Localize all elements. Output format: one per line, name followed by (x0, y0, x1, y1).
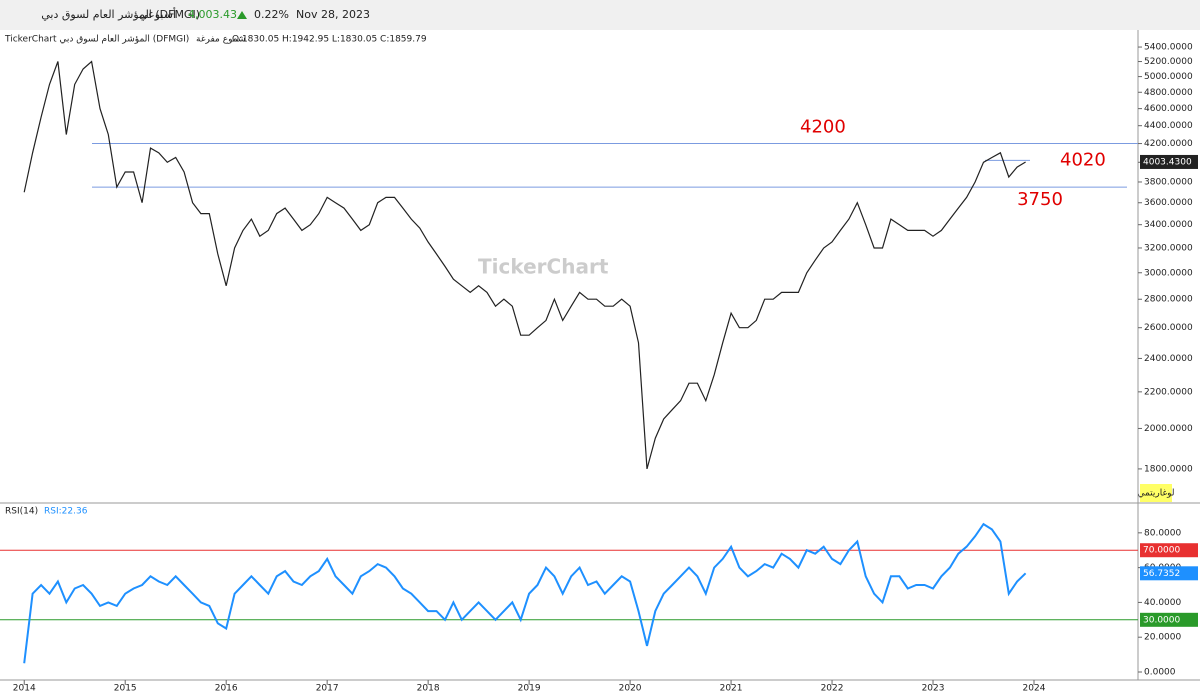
series-line (23, 60, 1026, 470)
y-tick-label: 5000.0000 (1144, 72, 1193, 82)
x-tick-label: 2023 (922, 684, 945, 694)
x-tick-label: 2016 (215, 684, 238, 694)
x-tick-label: 2021 (720, 684, 743, 694)
header-bar (0, 0, 1200, 30)
y-tick-label: 5400.0000 (1144, 43, 1193, 53)
series-line (23, 522, 1027, 664)
last-price-label: 4003.4300 (1143, 157, 1192, 167)
y-tick-label: 2200.0000 (1144, 387, 1193, 397)
y-tick-label: 4800.0000 (1144, 88, 1193, 98)
y-tick-label: 1800.0000 (1144, 464, 1193, 474)
x-tick-label: 2015 (114, 684, 137, 694)
level-label: 4020 (1060, 149, 1106, 170)
watermark: TickerChart (478, 255, 609, 279)
x-tick-label: 2017 (316, 684, 339, 694)
level-box (1140, 612, 1198, 627)
y-tick-label: 2600.0000 (1144, 323, 1193, 333)
x-tick-label: 2024 (1023, 684, 1046, 694)
price: 4,003.43 (188, 8, 237, 21)
y-tick-label: 3000.0000 (1144, 268, 1193, 278)
last-value-label: 56.7352 (1143, 569, 1180, 579)
level-label: 4200 (800, 117, 846, 138)
panel-subtitle: RSI:22.36 (44, 507, 88, 517)
up-arrow (237, 11, 247, 19)
style: شموع مفرغة (196, 35, 246, 45)
ohlc: O:1830.05 H:1942.95 L:1830.05 C:1859.79 (232, 35, 427, 45)
y-tick-label: 2800.0000 (1144, 295, 1193, 305)
last-price-box (1140, 154, 1198, 169)
x-tick-label: 2022 (821, 684, 844, 694)
y-tick-label: 3600.0000 (1144, 198, 1193, 208)
level-label: 70.0000 (1143, 546, 1180, 556)
y-tick-label: 40.0000 (1144, 598, 1181, 608)
x-tick-label: 2018 (417, 684, 440, 694)
level-label: 3750 (1017, 189, 1063, 210)
x-tick-label: 2014 (13, 684, 36, 694)
scale-mode: لوغاريتمي (1137, 489, 1174, 499)
last-value-box (1140, 566, 1198, 581)
y-tick-label: 80.0000 (1144, 528, 1181, 538)
symbol: المؤشر العام لسوق دبي (DFMGI) (41, 8, 200, 21)
y-tick-label: 4400.0000 (1144, 121, 1193, 131)
date: Nov 28, 2023 (296, 8, 370, 21)
y-tick-label: 3200.0000 (1144, 243, 1193, 253)
y-tick-label: 20.0000 (1144, 633, 1181, 643)
x-tick-label: 2019 (518, 684, 541, 694)
y-tick-label: 3400.0000 (1144, 220, 1193, 230)
change: 0.22% (254, 8, 289, 21)
level-label: 30.0000 (1143, 615, 1180, 625)
y-tick-label: 4600.0000 (1144, 104, 1193, 114)
y-tick-label: 2400.0000 (1144, 354, 1193, 364)
scale-mode-box (1140, 484, 1172, 502)
y-tick-label: 5200.0000 (1144, 57, 1193, 67)
y-tick-label: 2000.0000 (1144, 424, 1193, 434)
level-box (1140, 543, 1198, 558)
x-tick-label: 2020 (619, 684, 642, 694)
y-tick-label: 4200.0000 (1144, 139, 1193, 149)
info: TickerChart المؤشر العام لسوق دبي (DFMGI… (4, 35, 189, 45)
period: أسبوعي (139, 7, 176, 21)
y-tick-label: 0.0000 (1144, 667, 1176, 677)
y-tick-label: 3800.0000 (1144, 177, 1193, 187)
panel-title: RSI(14) (5, 507, 38, 517)
